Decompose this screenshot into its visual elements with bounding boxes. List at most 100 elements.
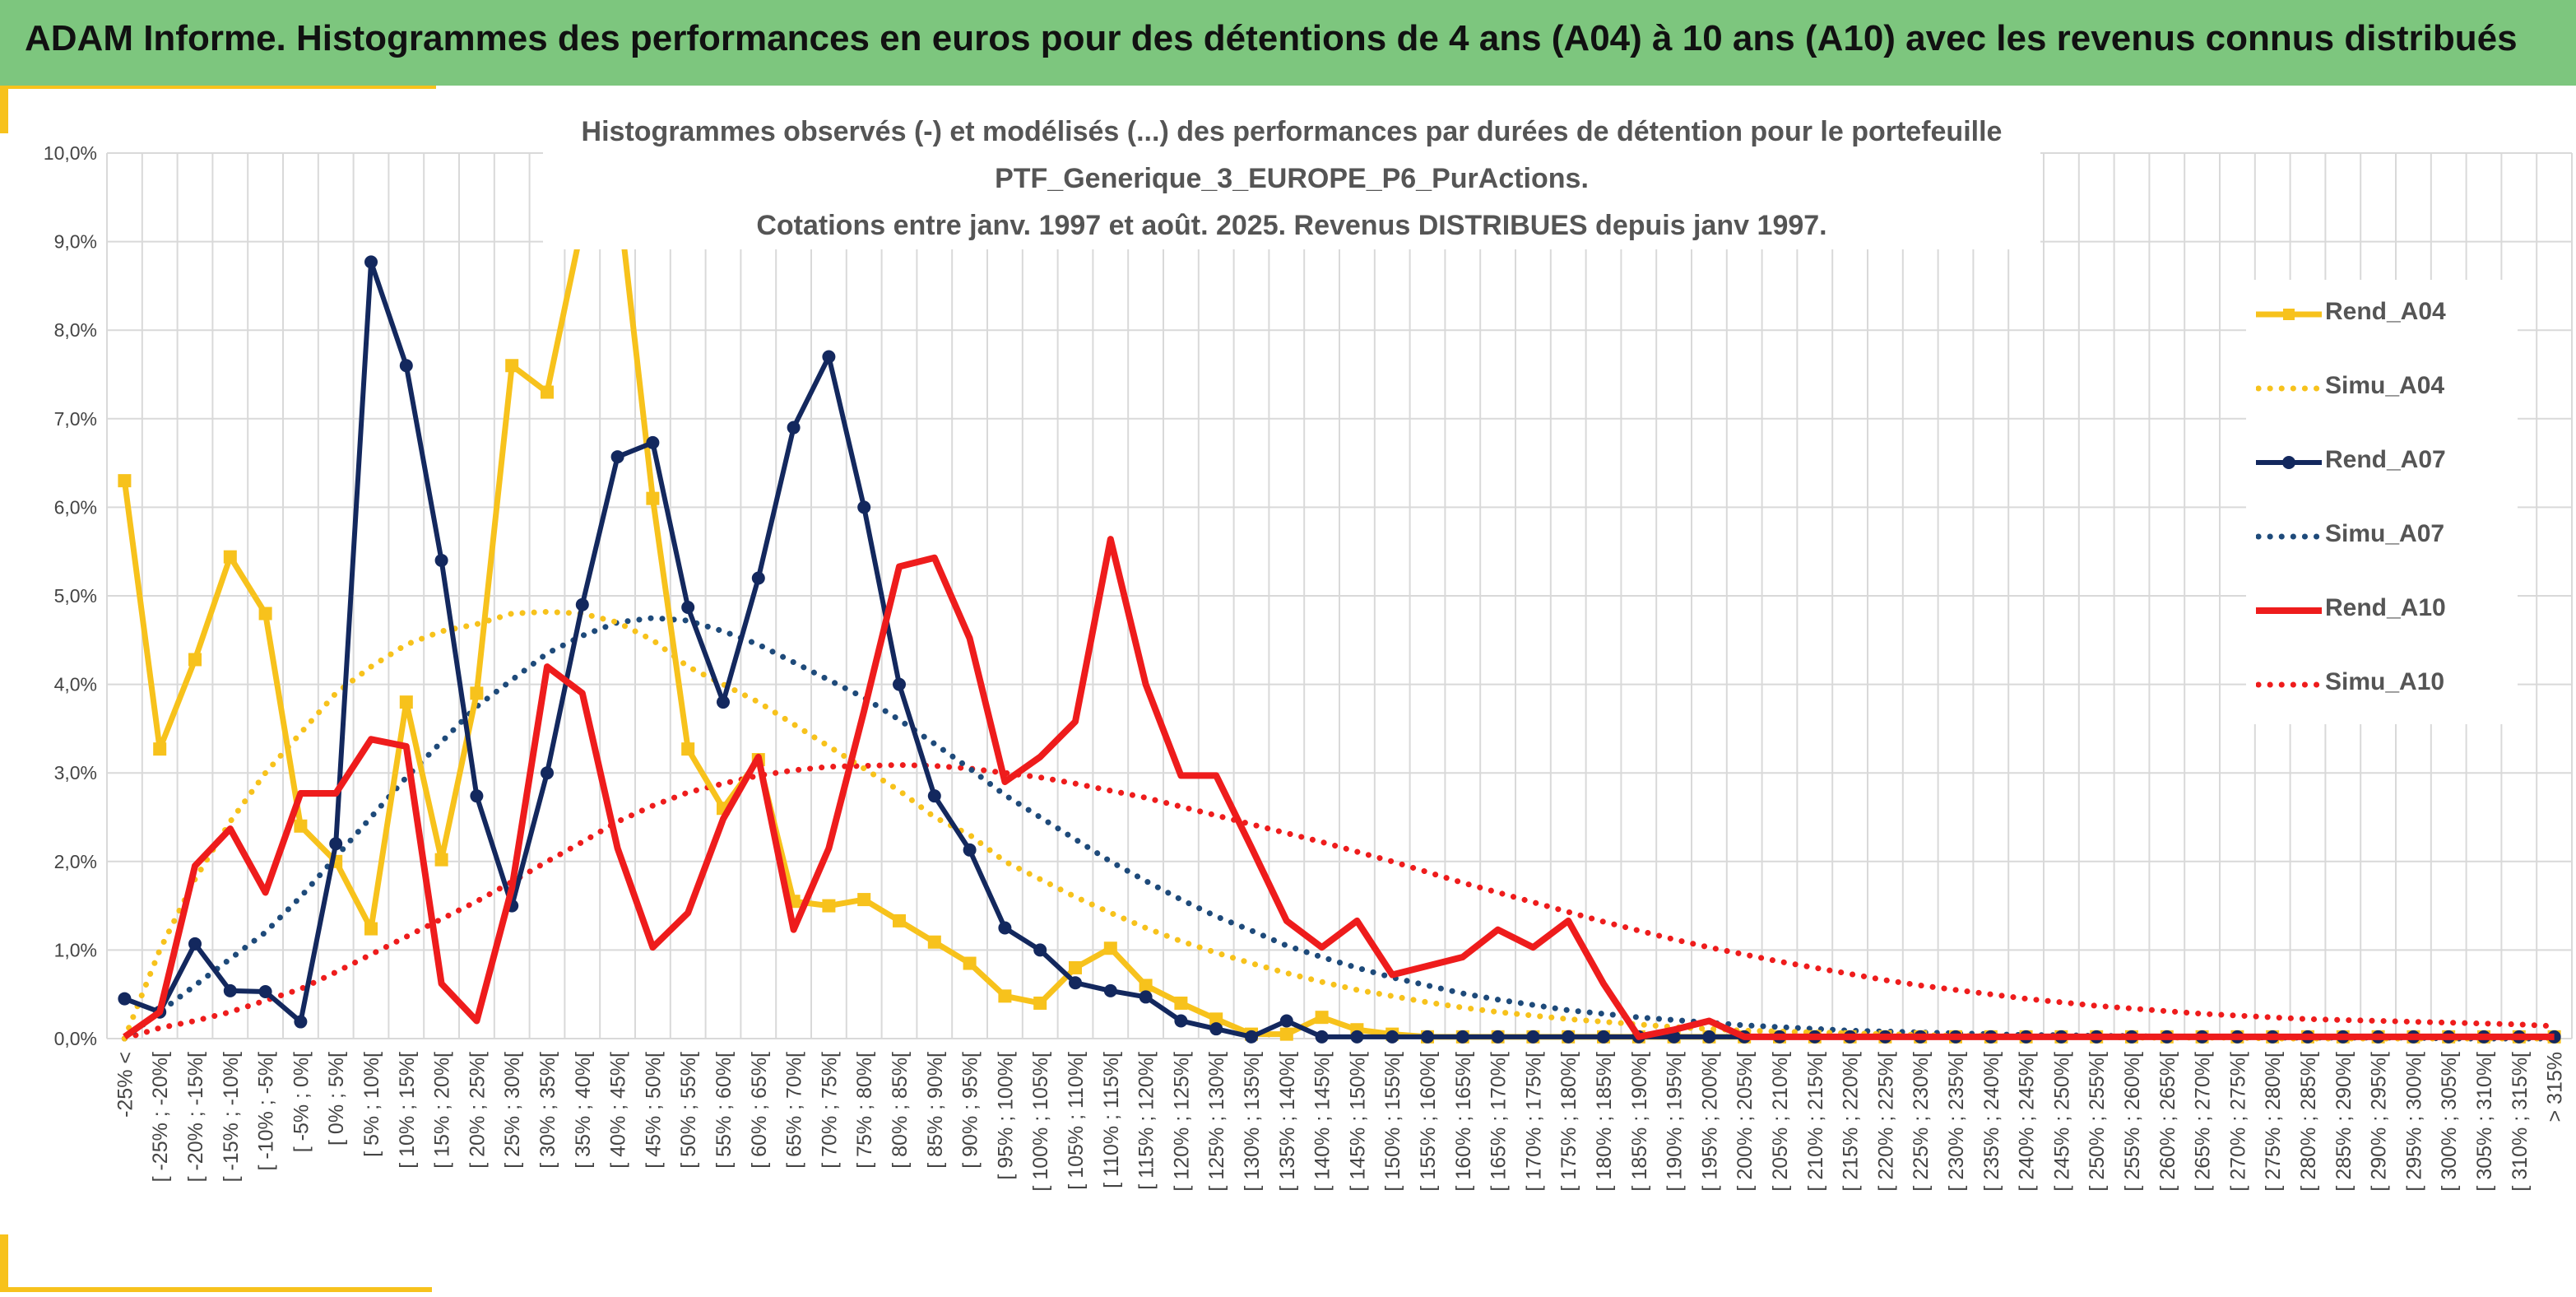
x-tick-label: [ 70% ; 75%[: [818, 1052, 841, 1169]
point-rend-a07: [259, 985, 272, 998]
legend-swatch-rend-a07: [2256, 453, 2322, 472]
x-tick-label: [ 205% ; 210%[: [1769, 1052, 1792, 1192]
x-tick-label: [ 160% ; 165%[: [1452, 1052, 1475, 1192]
y-tick-label: 8,0%: [54, 319, 97, 341]
x-tick-label: -25% <: [114, 1052, 137, 1118]
x-tick-label: [ -25% ; -20%[: [149, 1052, 172, 1182]
point-rend-a07: [1350, 1030, 1363, 1044]
point-rend-a04: [681, 742, 694, 755]
point-rend-a07: [224, 984, 237, 997]
point-rend-a07: [400, 359, 413, 372]
x-tick-label: [ 135% ; 140%[: [1276, 1052, 1299, 1192]
point-rend-a07: [681, 601, 694, 614]
y-tick-label: 3,0%: [54, 762, 97, 783]
x-tick-label: [ 10% ; 15%[: [396, 1052, 419, 1169]
x-tick-label: [ 140% ; 145%[: [1311, 1052, 1334, 1192]
point-rend-a04: [893, 914, 906, 927]
point-rend-a07: [364, 255, 378, 268]
legend-item-rend-a07: Rend_A07: [2246, 428, 2518, 502]
legend-item-simu-a10: Simu_A10: [2246, 650, 2518, 724]
x-tick-label: [ 60% ; 65%[: [748, 1052, 771, 1169]
x-tick-label: [ 285% ; 290%[: [2332, 1052, 2356, 1192]
point-rend-a07: [611, 450, 624, 463]
x-tick-label: [ 185% ; 190%[: [1628, 1052, 1651, 1192]
y-tick-label: 1,0%: [54, 939, 97, 960]
point-rend-a07: [1069, 976, 1082, 989]
x-tick-label: [ 235% ; 240%[: [1980, 1052, 2003, 1192]
point-rend-a04: [1033, 997, 1047, 1010]
x-tick-label: [ 35% ; 40%[: [572, 1052, 595, 1169]
point-rend-a04: [857, 893, 870, 906]
x-tick-label: [ 5% ; 10%[: [360, 1052, 383, 1157]
y-tick-label: 7,0%: [54, 408, 97, 430]
legend-swatch-rend-a10: [2256, 601, 2322, 621]
point-rend-a04: [1069, 961, 1082, 974]
point-rend-a07: [470, 789, 483, 802]
point-rend-a07: [188, 937, 202, 951]
legend-label-simu-a10: Simu_A10: [2325, 668, 2444, 696]
point-rend-a07: [717, 695, 730, 709]
point-rend-a04: [1280, 1028, 1293, 1041]
point-rend-a04: [470, 686, 483, 700]
legend-swatch-simu-a04: [2256, 379, 2322, 398]
x-tick-label: [ 110% ; 115%[: [1100, 1052, 1123, 1188]
point-rend-a07: [893, 678, 906, 691]
point-rend-a04: [505, 359, 518, 372]
point-rend-a07: [1245, 1030, 1258, 1044]
point-rend-a07: [1139, 990, 1153, 1003]
legend-label-simu-a04: Simu_A04: [2325, 372, 2444, 400]
point-rend-a07: [1526, 1030, 1539, 1044]
point-rend-a04: [364, 923, 378, 936]
x-tick-label: [ 210% ; 215%[: [1804, 1052, 1827, 1192]
y-tick-label: 6,0%: [54, 496, 97, 518]
x-tick-label: [ 180% ; 185%[: [1593, 1052, 1616, 1192]
legend-label-simu-a07: Simu_A07: [2325, 520, 2444, 548]
chart-title: Histogrammes observés (-) et modélisés (…: [543, 109, 2040, 249]
point-rend-a04: [1139, 979, 1153, 992]
x-tick-label: [ 130% ; 135%[: [1241, 1052, 1264, 1192]
x-tick-label: [ 95% ; 100%[: [994, 1052, 1017, 1180]
x-tick-label: [ -5% ; 0%[: [290, 1052, 313, 1152]
x-tick-label: [ 265% ; 270%[: [2192, 1052, 2215, 1192]
x-tick-label: [ 200% ; 205%[: [1734, 1052, 1757, 1192]
x-tick-label: [ 295% ; 300%[: [2402, 1052, 2425, 1192]
x-tick-label: [ 90% ; 95%[: [959, 1052, 982, 1169]
point-rend-a04: [822, 900, 835, 913]
legend-label-rend-a07: Rend_A07: [2325, 446, 2446, 474]
x-tick-label: [ 225% ; 230%[: [1910, 1052, 1933, 1192]
point-rend-a04: [224, 551, 237, 564]
x-tick-label: [ 255% ; 260%[: [2121, 1052, 2144, 1192]
legend: Rend_A04 Simu_A04 Rend_A07 Simu_A07 Rend…: [2246, 280, 2518, 724]
x-tick-label: [ 0% ; 5%[: [325, 1052, 348, 1146]
point-rend-a07: [1597, 1030, 1610, 1044]
point-rend-a04: [435, 853, 448, 867]
x-tick-label: [ -15% ; -10%[: [220, 1052, 243, 1182]
point-rend-a04: [400, 695, 413, 709]
x-tick-label: [ 115% ; 120%[: [1135, 1052, 1158, 1190]
x-tick-label: [ 240% ; 245%[: [2016, 1052, 2039, 1192]
point-rend-a07: [1702, 1030, 1715, 1044]
point-rend-a07: [928, 789, 941, 802]
legend-swatch-simu-a10: [2256, 675, 2322, 695]
point-rend-a04: [541, 386, 554, 399]
x-tick-label: [ 40% ; 45%[: [607, 1052, 630, 1169]
point-rend-a07: [857, 500, 870, 514]
x-tick-label: [ 15% ; 20%[: [431, 1052, 454, 1169]
x-tick-label: [ 20% ; 25%[: [466, 1052, 489, 1169]
grid: [107, 153, 2572, 1039]
x-tick-label: [ 30% ; 35%[: [536, 1052, 559, 1169]
legend-item-simu-a04: Simu_A04: [2246, 354, 2518, 428]
y-tick-label: 0,0%: [54, 1028, 97, 1049]
x-tick-label: [ 150% ; 155%[: [1381, 1052, 1404, 1192]
legend-label-rend-a04: Rend_A04: [2325, 298, 2446, 326]
x-tick-label: [ -20% ; -15%[: [184, 1052, 207, 1182]
point-rend-a04: [963, 957, 977, 970]
x-tick-label: [ 260% ; 265%[: [2156, 1052, 2179, 1192]
point-rend-a04: [153, 742, 166, 755]
legend-swatch-simu-a07: [2256, 527, 2322, 546]
point-rend-a07: [822, 350, 835, 363]
x-tick-label: [ 310% ; 315%[: [2509, 1052, 2532, 1192]
point-rend-a04: [188, 653, 202, 666]
x-tick-label: [ 100% ; 105%[: [1029, 1052, 1052, 1192]
x-tick-label: [ 155% ; 160%[: [1417, 1052, 1440, 1192]
